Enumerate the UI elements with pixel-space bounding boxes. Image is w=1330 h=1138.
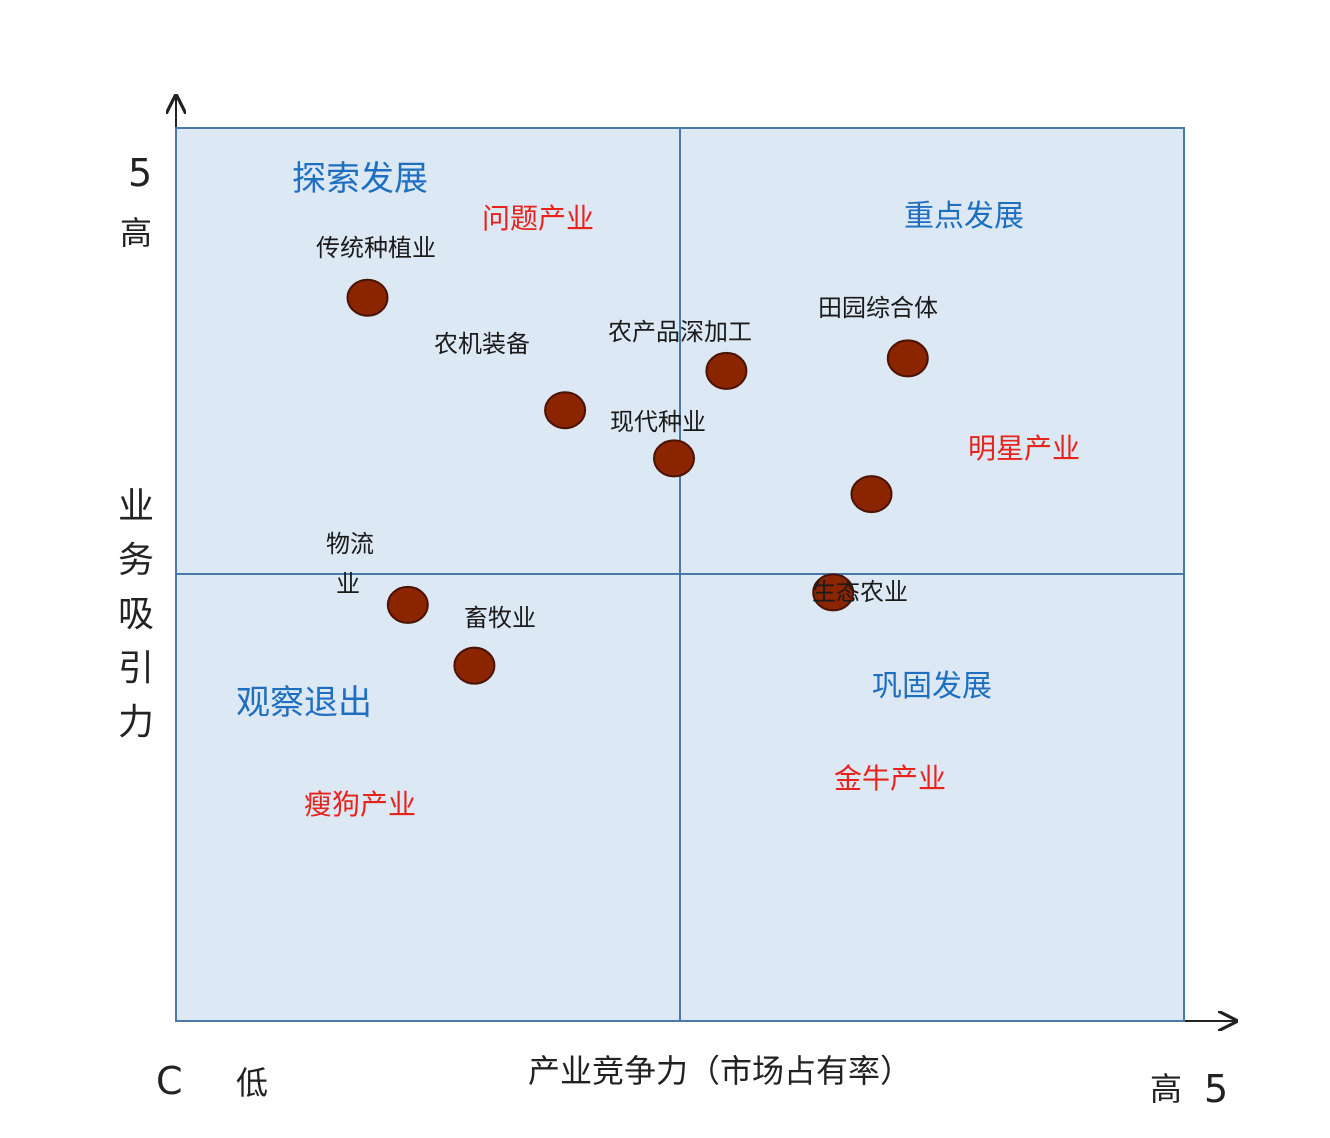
quadrant-type-bottom-right: 金牛产业 xyxy=(834,762,946,795)
quadrant-bottom-right xyxy=(679,573,1185,1022)
points-layer xyxy=(346,278,929,685)
x-axis-high-label: 高 xyxy=(1150,1070,1182,1108)
quadrant-type-top-left: 问题产业 xyxy=(482,202,594,235)
x-axis-low-label: 低 xyxy=(236,1064,268,1102)
quadrant-name-bottom-right: 巩固发展 xyxy=(872,669,992,704)
data-point xyxy=(346,278,389,317)
data-point xyxy=(453,646,496,685)
data-point xyxy=(812,573,855,612)
quadrant-name-top-right: 重点发展 xyxy=(904,199,1024,234)
data-point xyxy=(850,475,893,514)
data-point xyxy=(705,351,748,390)
y-axis-high-label: 高 xyxy=(120,214,152,252)
y-axis-title: 业务吸引力 xyxy=(118,486,154,743)
x-axis-max-label: 5 xyxy=(1204,1067,1228,1111)
point-label: 传统种植业 xyxy=(316,234,436,262)
point-label: 生态农业 xyxy=(812,578,908,606)
point-label: 农机装备 xyxy=(434,330,530,358)
point-label: 物流业 xyxy=(326,530,374,598)
x-axis-min-label: C xyxy=(156,1059,183,1103)
data-point xyxy=(544,391,587,430)
data-point xyxy=(386,585,429,624)
y-axis-max-label: 5 xyxy=(128,151,152,195)
quadrant-top-right xyxy=(679,127,1185,575)
quadrant-bottom-left xyxy=(175,573,681,1022)
quadrant-top-left xyxy=(175,127,681,575)
data-point xyxy=(886,339,929,378)
point-label: 农产品深加工 xyxy=(608,318,752,346)
quadrant-name-top-left: 探索发展 xyxy=(292,159,428,199)
quadrant-type-top-right: 明星产业 xyxy=(968,432,1080,465)
x-axis-title: 产业竞争力（市场占有率） xyxy=(528,1052,912,1090)
quadrant-type-bottom-left: 瘦狗产业 xyxy=(304,788,416,821)
point-label: 现代种业 xyxy=(610,408,706,436)
data-point xyxy=(653,439,695,478)
point-label: 畜牧业 xyxy=(464,604,536,632)
quadrant-name-bottom-left: 观察退出 xyxy=(236,683,372,723)
point-label: 田园综合体 xyxy=(818,294,938,322)
